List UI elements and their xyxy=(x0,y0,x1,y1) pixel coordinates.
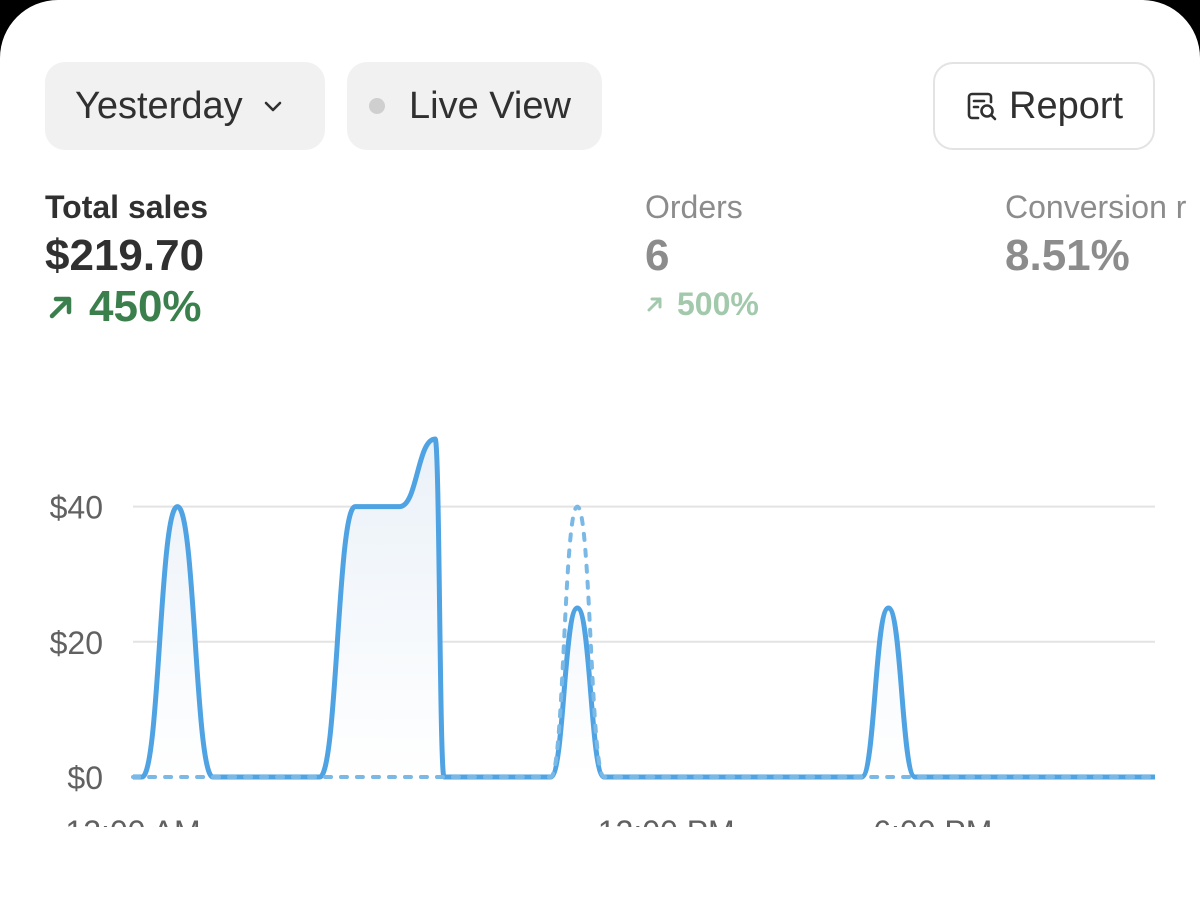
metric-value: 6 xyxy=(645,231,670,280)
metric-label: Total sales xyxy=(45,189,209,225)
x-tick-label: 12:00 PM xyxy=(598,814,735,827)
metric-change: 500% xyxy=(645,284,759,324)
report-button[interactable]: Report xyxy=(933,62,1155,150)
y-tick-label: $40 xyxy=(50,490,103,526)
y-tick-label: $20 xyxy=(50,625,103,661)
metric-total-sales[interactable]: Total sales $219.70 450% xyxy=(45,188,208,332)
date-range-label: Yesterday xyxy=(75,84,243,127)
metric-change: 450% xyxy=(45,282,208,332)
report-search-icon xyxy=(963,88,999,124)
metric-label: Orders xyxy=(645,189,743,225)
live-view-button[interactable]: Live View xyxy=(347,62,602,150)
metric-value: $219.70 xyxy=(45,231,205,280)
x-tick-label: 6:00 PM xyxy=(873,814,992,827)
live-view-label: Live View xyxy=(409,84,571,127)
sales-series-line xyxy=(133,436,1155,780)
metric-value: 8.51% xyxy=(1005,231,1130,280)
arrow-up-right-icon xyxy=(645,294,665,314)
chevron-down-icon xyxy=(261,94,285,118)
metric-change-value: 450% xyxy=(89,282,202,331)
sales-area-fill xyxy=(133,439,1155,777)
date-range-dropdown[interactable]: Yesterday xyxy=(45,62,325,150)
metric-conversion-rate[interactable]: Conversion r 8.51% xyxy=(1005,188,1186,282)
metric-orders[interactable]: Orders 6 500% xyxy=(645,188,759,324)
metric-label: Conversion r xyxy=(1005,189,1187,225)
x-tick-label: 12:00 AM xyxy=(65,814,200,827)
arrow-up-right-icon xyxy=(45,291,77,323)
comparison-series-line xyxy=(131,504,1157,780)
y-tick-label: $0 xyxy=(67,760,103,796)
sales-chart: $0 $20 $40 12:00 AM 12:00 PM 6:00 PM xyxy=(50,436,1157,827)
metric-change-value: 500% xyxy=(677,286,759,322)
live-status-dot-icon xyxy=(369,98,385,114)
report-label: Report xyxy=(1009,84,1124,127)
